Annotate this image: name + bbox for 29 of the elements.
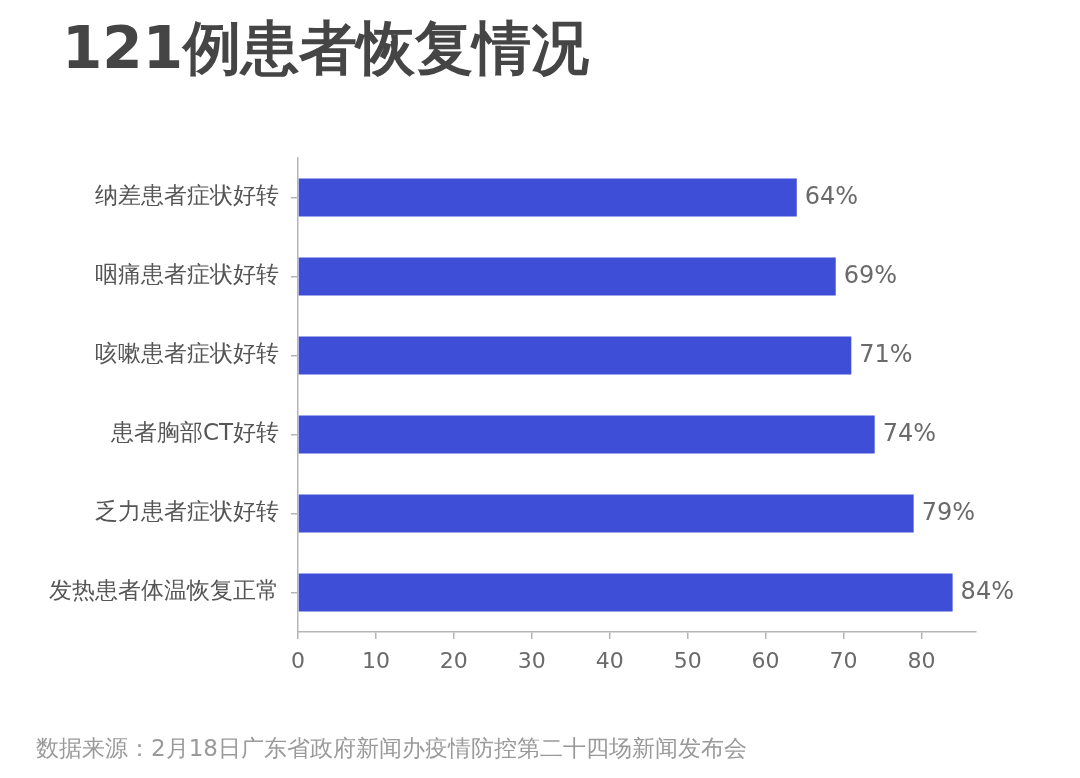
x-tick-label: 50 — [673, 647, 702, 673]
y-tick-label: 乏力患者症状好转 — [95, 498, 279, 525]
y-tick-label: 纳差患者症状好转 — [95, 182, 279, 209]
source-note: 数据来源：2月18日广东省政府新闻办疫情防控第二十四场新闻发布会 — [36, 734, 747, 763]
data-label: 69% — [843, 260, 898, 289]
bar — [298, 573, 953, 612]
bar — [298, 178, 797, 217]
bar — [298, 257, 836, 296]
data-label: 71% — [859, 339, 913, 368]
y-tick-label: 咳嗽患者症状好转 — [95, 340, 279, 367]
data-label: 79% — [921, 497, 975, 526]
x-tick-label: 0 — [291, 647, 305, 673]
x-tick-label: 80 — [907, 647, 936, 673]
x-tick-label: 20 — [439, 647, 468, 673]
bar — [298, 336, 852, 375]
y-tick-label: 发热患者体温恢复正常 — [49, 577, 279, 604]
data-label: 74% — [882, 418, 937, 447]
x-tick-label: 40 — [595, 647, 624, 673]
bar — [298, 494, 914, 533]
y-tick-label: 患者胸部CT好转 — [109, 419, 279, 446]
data-label: 84% — [960, 576, 1014, 605]
y-tick-label: 咽痛患者症状好转 — [95, 261, 279, 288]
x-tick-label: 70 — [829, 647, 858, 673]
bar — [298, 415, 875, 454]
x-tick-label: 10 — [361, 647, 390, 673]
x-tick-label: 60 — [751, 647, 780, 673]
chart-title: 121例患者恢复情况 — [62, 13, 590, 84]
x-tick-label: 30 — [517, 647, 546, 673]
data-label: 64% — [804, 181, 859, 210]
